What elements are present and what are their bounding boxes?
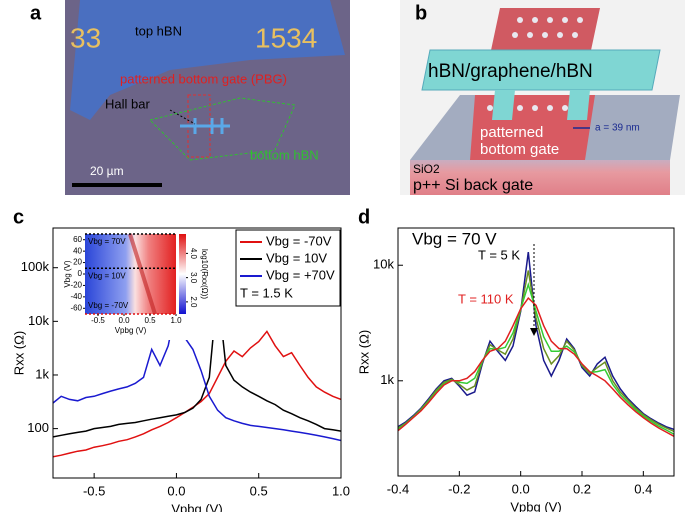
y-tick-label: 10k <box>373 257 394 272</box>
chip-number: 33 <box>70 22 101 53</box>
inset-y-tick-label: -60 <box>70 303 82 312</box>
inset-cut-label: Vbg = 70V <box>88 237 126 246</box>
panel-a: a 33 1534 top hBN patterned bottom gate … <box>30 0 350 195</box>
colorbar-tick-label: 3.0 <box>189 272 198 284</box>
pointer <box>169 109 196 125</box>
scale-label: 20 µm <box>90 164 124 178</box>
y-axis-label: Rxx (Ω) <box>356 330 371 374</box>
inset-x-tick-label: 0.5 <box>144 316 156 325</box>
inset-y-tick-label: 20 <box>73 258 82 267</box>
label: top hBN <box>135 23 182 38</box>
panel-label: b <box>415 2 427 24</box>
label: a = 39 nm <box>595 123 640 134</box>
annotation: Vbg = 70 V <box>412 229 497 248</box>
inset-y-tick-label: 60 <box>73 235 82 244</box>
legend-label: Vbg = +70V <box>266 267 335 282</box>
annotation: T = 5 K <box>478 247 520 262</box>
data-line <box>398 296 674 438</box>
y-tick-label: 1k <box>380 372 394 387</box>
x-tick-label: 0.0 <box>512 481 530 496</box>
y-tick-label: 100 <box>27 420 49 435</box>
inset-cut-label: Vbg = -70V <box>88 301 129 310</box>
label: patterned bottom gate (PBG) <box>120 71 287 86</box>
colorbar <box>179 234 186 314</box>
panel-label: c <box>13 206 24 228</box>
panel-label: d <box>358 206 370 228</box>
label: Hall bar <box>105 96 150 111</box>
label: patterned <box>480 124 543 141</box>
x-tick-label: -0.2 <box>448 481 470 496</box>
data-line <box>398 252 674 431</box>
data-line <box>53 289 341 438</box>
inset-y-tick-label: -20 <box>70 281 82 290</box>
top-hbn-flake <box>70 0 345 120</box>
data-line <box>53 330 341 458</box>
panel-label: a <box>30 2 42 24</box>
inset-y-tick-label: 0 <box>78 269 83 278</box>
arrow-head <box>530 328 538 336</box>
inset-x-tick-label: 1.0 <box>170 316 182 325</box>
x-tick-label: 1.0 <box>332 483 350 498</box>
x-tick-label: 0.2 <box>573 481 591 496</box>
inset-x-tick-label: 0.0 <box>118 316 130 325</box>
data-line <box>398 282 674 435</box>
inset-x-tick-label: -0.5 <box>91 316 105 325</box>
data-line <box>398 270 674 433</box>
label: p++ Si back gate <box>413 177 533 194</box>
x-tick-label: 0.4 <box>634 481 652 496</box>
annotation: T = 110 K <box>458 291 514 306</box>
y-tick-label: 10k <box>28 313 49 328</box>
colorbar-tick-label: 2.0 <box>189 296 198 308</box>
inset-y-tick-label: -40 <box>70 292 82 301</box>
plot-area <box>398 252 674 438</box>
plot-frame <box>397 227 675 477</box>
inset-cut-label: Vbg = 10V <box>88 271 126 280</box>
heatmap <box>85 234 176 314</box>
legend-label: Vbg = -70V <box>266 233 332 248</box>
colorbar-label: log10(Rxx(Ω)) <box>200 249 209 299</box>
x-tick-label: -0.4 <box>387 481 409 496</box>
y-tick-label: 1k <box>35 366 49 381</box>
contact-arm <box>492 90 515 120</box>
y-axis-label: Rxx (Ω) <box>11 331 26 375</box>
label: bottom gate <box>480 141 559 158</box>
annotation: T = 1.5 K <box>240 285 293 300</box>
legend-label: Vbg = 10V <box>266 250 327 265</box>
plot-frame <box>52 227 342 479</box>
contact-arm <box>567 90 590 120</box>
inset-x-label: Vpbg (V) <box>115 326 147 335</box>
bottom-hbn-outline <box>149 97 296 161</box>
panel-b: b hBN/graphene/hBN patterned bottom gate… <box>400 0 685 195</box>
scale-bar <box>72 183 162 187</box>
x-tick-label: 0.0 <box>167 483 185 498</box>
x-axis-label: Vpbg (V) <box>510 499 561 512</box>
label: hBN/graphene/hBN <box>428 61 593 82</box>
chip-number: 1534 <box>255 22 317 53</box>
label: SiO2 <box>413 162 440 176</box>
label: bottom hBN <box>250 147 319 162</box>
plot-area <box>53 289 341 458</box>
heatmap-band <box>128 233 157 315</box>
gate-back <box>490 8 600 55</box>
hbn-stack <box>421 49 661 91</box>
x-axis-label: Vpbg (V) <box>171 501 222 512</box>
y-tick-label: 100k <box>21 259 50 274</box>
x-tick-label: 0.5 <box>250 483 268 498</box>
inset-y-label: Vbg (V) <box>63 260 72 287</box>
substrate-front <box>410 160 670 195</box>
colorbar-tick-label: 4.0 <box>189 248 198 260</box>
data-line <box>53 305 341 442</box>
inset-y-tick-label: 40 <box>73 246 82 255</box>
x-tick-label: -0.5 <box>83 483 105 498</box>
hall-bar <box>180 118 230 134</box>
